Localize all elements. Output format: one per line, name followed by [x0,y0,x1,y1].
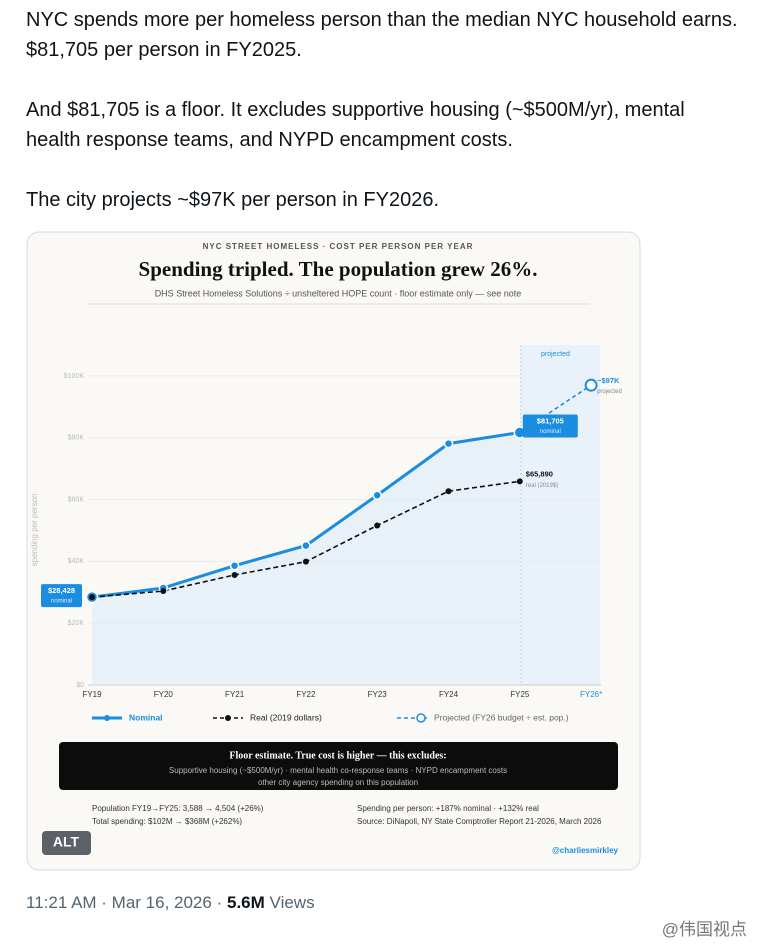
nominal-point [372,490,382,500]
legend-label: Real (2019 dollars) [250,712,322,722]
chart-header: NYC STREET HOMELESS · COST PER PERSON PE… [203,242,474,251]
views-count: 5.6M [227,893,265,912]
note-box [59,742,618,790]
nominal-point [301,540,311,551]
real-point [89,594,95,601]
legend-label: Projected (FY26 budget ÷ est. pop.) [434,712,569,722]
x-tick-label: FY20 [154,690,174,699]
legend-label: Nominal [129,712,163,722]
value-note: nominal [51,599,72,605]
projected-point [584,378,598,392]
real-point [374,522,381,529]
value-label: $81,705 [537,416,564,425]
value-label: ~$97K [597,376,620,385]
y-tick-label: $0 [76,682,84,689]
chart: NYC STREET HOMELESS · COST PER PERSON PE… [26,231,641,871]
y-tick-label: $80K [68,435,85,442]
real-point [516,478,523,485]
x-tick-label: FY25 [510,690,530,699]
y-tick-label: $20K [68,620,85,627]
note-line: other city agency spending on this popul… [258,778,418,787]
value-note: real (2019$) [526,483,558,489]
nominal-point [229,560,240,571]
real-point [160,588,167,595]
alt-badge-text[interactable]: ALT [53,834,80,850]
footer-text: Population FY19→FY25: 3,588 → 4,504 (+26… [92,804,264,813]
x-tick-label: FY26* [580,690,602,699]
y-axis-label: spending per person [30,494,39,567]
tweet-paragraph: And $81,705 is a floor. It excludes supp… [26,99,685,151]
tweet-text: NYC spends more per homeless person than… [26,5,741,245]
separator: · [216,893,223,912]
value-label-box [41,584,82,608]
footer-text: Total spending: $102M → $368M (+262%) [92,817,242,826]
real-point [302,558,309,565]
x-tick-label: FY24 [439,690,459,699]
value-label-box [522,414,578,438]
nominal-point [443,438,454,449]
x-tick-label: FY22 [296,690,316,699]
x-tick-label: FY19 [82,690,102,699]
x-tick-label: FY21 [225,690,245,699]
tweet-meta: 11:21 AM · Mar 16, 2026 · 5.6M Views [26,893,315,913]
watermark: @伟国视点 [661,920,747,939]
y-tick-label: $40K [68,558,85,565]
credit: @charliesmirkley [552,846,619,855]
real-point [231,571,238,578]
y-tick-label: $60K [68,496,85,503]
note-line: Supportive housing (~$500M/yr) · mental … [169,766,507,775]
value-note: nominal [540,429,561,435]
chart-subtitle: DHS Street Homeless Solutions ÷ unshelte… [155,288,522,298]
views-label: Views [269,893,315,912]
legend-marker [225,715,231,721]
legend-marker [416,713,426,723]
tweet-paragraph: NYC spends more per homeless person than… [26,9,738,61]
chart-title: Spending tripled. The population grew 26… [139,257,538,281]
value-note: projected [597,389,622,395]
timestamp[interactable]: 11:21 AM · Mar 16, 2026 [26,893,212,912]
projected-band [520,345,601,685]
note-title: Floor estimate. True cost is higher — th… [229,750,446,761]
value-label: $28,428 [48,586,75,595]
real-point [445,488,452,495]
tweet-paragraph: The city projects ~$97K per person in FY… [26,189,440,211]
legend-marker [104,715,110,721]
footer-text: Spending per person: +187% nominal · +13… [357,804,539,813]
value-label: $65,890 [526,469,553,478]
footer-text: Source: DiNapoli, NY State Comptroller R… [357,817,602,826]
projected-band-label: projected [541,351,570,358]
y-tick-label: $100K [64,373,85,380]
x-tick-label: FY23 [368,690,388,699]
alt-badge[interactable] [42,831,91,855]
